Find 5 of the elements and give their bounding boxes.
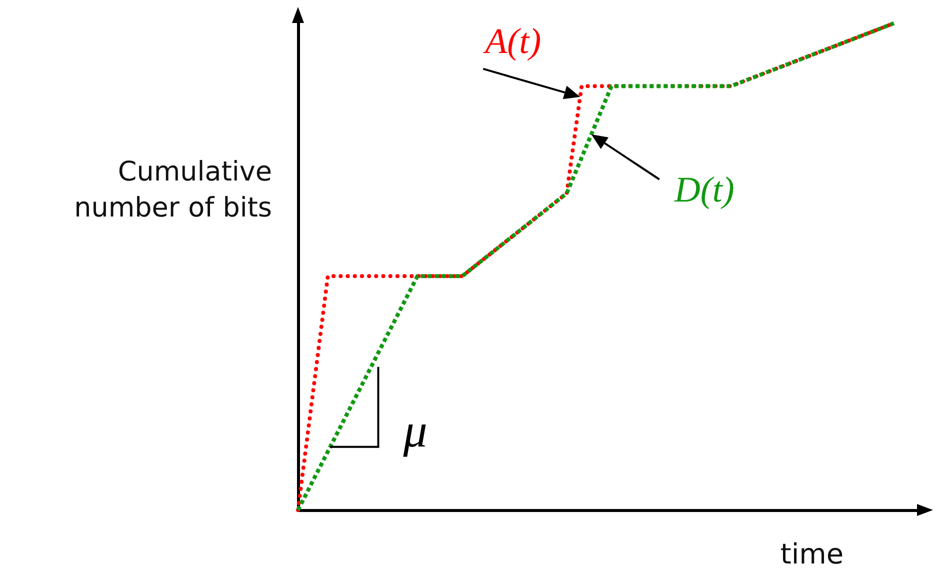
series-label: A(t) [483, 20, 542, 61]
annotation: μ [402, 404, 428, 458]
text: D(t) [673, 169, 734, 210]
y-axis-title: Cumulative number of bits [74, 156, 272, 224]
x-axis-title: time [780, 538, 844, 570]
